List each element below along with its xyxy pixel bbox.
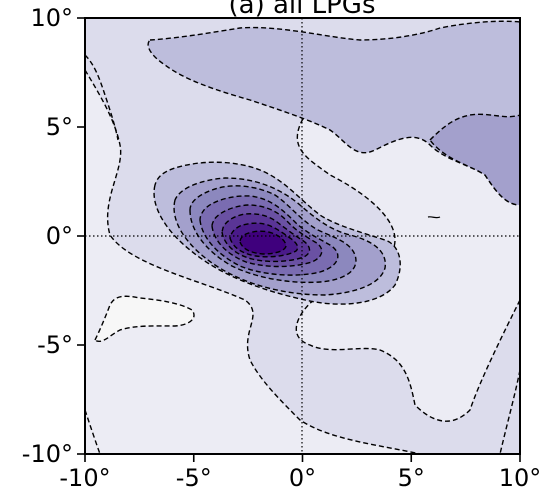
contour-fill-level-3 bbox=[429, 113, 520, 206]
contour-fill-low-region bbox=[94, 295, 195, 342]
x-tick-label: 0° bbox=[289, 464, 316, 492]
contour-fill-level-9 bbox=[239, 230, 287, 255]
contour-line-upper-left bbox=[85, 54, 119, 141]
y-tick-label: -5° bbox=[37, 331, 73, 359]
plot-area bbox=[85, 18, 520, 454]
y-tick-label: 10° bbox=[30, 4, 73, 32]
y-tick-label: 0° bbox=[46, 222, 73, 250]
x-tick-label: 10° bbox=[499, 464, 542, 492]
contour-line-small-feature bbox=[427, 216, 441, 219]
chart-title: (a) all LPGs bbox=[229, 0, 376, 20]
x-tick-label: 5° bbox=[398, 464, 425, 492]
contour-line-bottom-right bbox=[499, 369, 520, 454]
x-tick-label: -5° bbox=[176, 464, 212, 492]
contour-line-bottom-left bbox=[85, 409, 101, 454]
y-tick-label: -10° bbox=[22, 440, 73, 468]
y-tick-label: 5° bbox=[46, 113, 73, 141]
tick-layer: -10° -5° 0° 5° 10° -10° -5° 0° 5° 10° bbox=[22, 4, 541, 492]
x-tick-label: -10° bbox=[59, 464, 110, 492]
